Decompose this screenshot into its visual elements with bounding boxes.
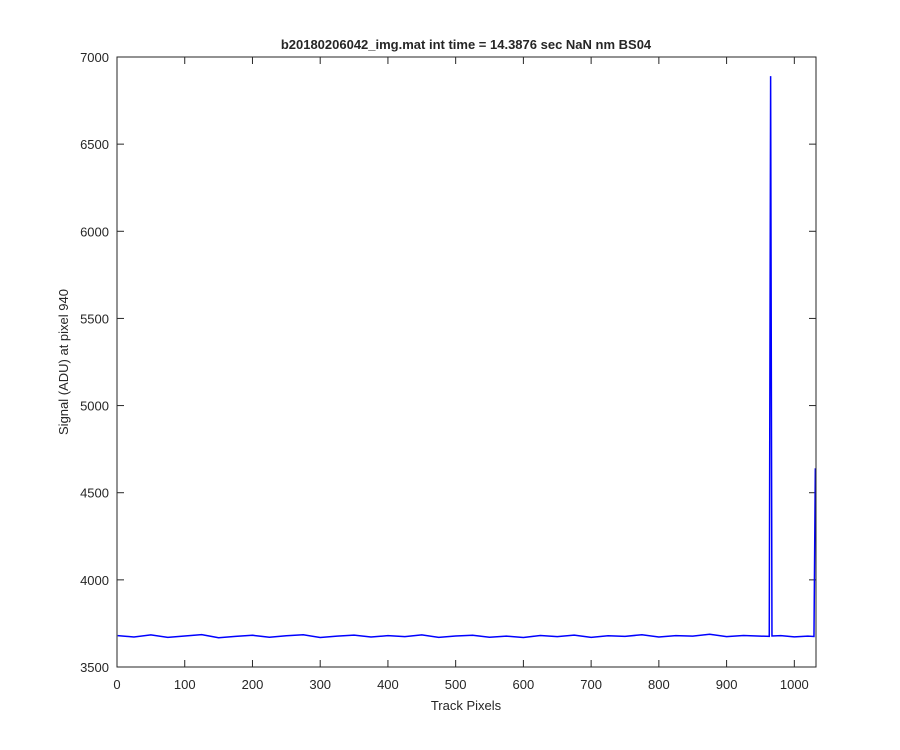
x-tick-label: 200 bbox=[242, 677, 264, 692]
y-tick-label: 4500 bbox=[80, 486, 109, 501]
x-tick-label: 100 bbox=[174, 677, 196, 692]
x-tick-label: 600 bbox=[513, 677, 535, 692]
x-tick-label: 1000 bbox=[780, 677, 809, 692]
y-tick-label: 3500 bbox=[80, 660, 109, 675]
axes-box bbox=[116, 56, 817, 668]
y-axis-label: Signal (ADU) at pixel 940 bbox=[56, 289, 71, 435]
y-tick-label: 6000 bbox=[80, 224, 109, 239]
y-tick-label: 7000 bbox=[80, 50, 109, 65]
x-tick-label: 700 bbox=[580, 677, 602, 692]
x-tick-label: 500 bbox=[445, 677, 467, 692]
x-tick-label: 800 bbox=[648, 677, 670, 692]
chart-title: b20180206042_img.mat int time = 14.3876 … bbox=[281, 37, 652, 52]
x-tick-label: 400 bbox=[377, 677, 399, 692]
x-tick-label: 300 bbox=[309, 677, 331, 692]
plot-area bbox=[117, 57, 816, 667]
data-line bbox=[117, 76, 817, 639]
y-tick-label: 5000 bbox=[80, 399, 109, 414]
y-tick-label: 6500 bbox=[80, 137, 109, 152]
y-tick-label: 5500 bbox=[80, 311, 109, 326]
x-tick-label: 0 bbox=[113, 677, 120, 692]
x-tick-label: 900 bbox=[716, 677, 738, 692]
x-axis-label: Track Pixels bbox=[431, 698, 502, 713]
y-tick-label: 4000 bbox=[80, 573, 109, 588]
